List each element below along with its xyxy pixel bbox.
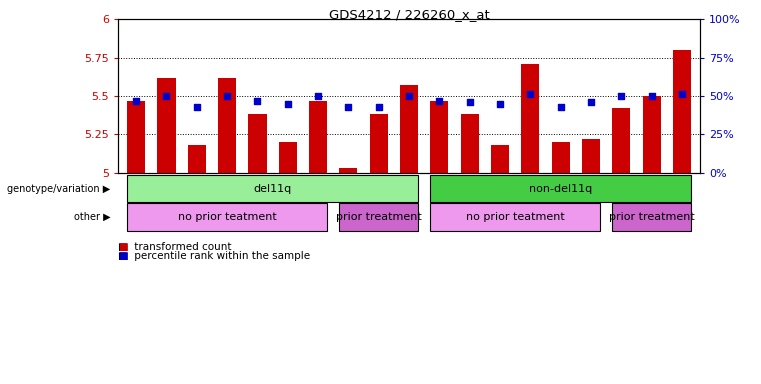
Bar: [188, 145, 206, 173]
Point: [645, 93, 658, 99]
Point: [524, 91, 537, 98]
Text: ■: ■: [118, 251, 128, 261]
Text: prior treatment: prior treatment: [609, 212, 695, 222]
Text: non-del11q: non-del11q: [529, 184, 592, 194]
Point: [251, 98, 263, 104]
Bar: [582, 139, 600, 173]
Text: del11q: del11q: [253, 184, 291, 194]
Text: ■  transformed count: ■ transformed count: [118, 242, 231, 252]
Text: ■  percentile rank within the sample: ■ percentile rank within the sample: [118, 251, 310, 261]
Point: [282, 101, 294, 107]
Point: [312, 93, 324, 99]
Bar: [339, 168, 358, 173]
Point: [676, 91, 688, 98]
Text: GDS4212 / 226260_x_at: GDS4212 / 226260_x_at: [329, 8, 489, 21]
Point: [433, 98, 445, 104]
Bar: [370, 114, 388, 173]
Bar: [400, 85, 418, 173]
Point: [463, 99, 476, 105]
Point: [615, 93, 627, 99]
Text: other ▶: other ▶: [74, 212, 110, 222]
Point: [161, 93, 173, 99]
Bar: [158, 78, 176, 173]
Bar: [612, 108, 630, 173]
Bar: [279, 142, 297, 173]
Bar: [218, 78, 236, 173]
Text: prior treatment: prior treatment: [336, 212, 422, 222]
Point: [130, 98, 142, 104]
Point: [373, 104, 385, 110]
Bar: [430, 101, 448, 173]
Point: [403, 93, 415, 99]
Bar: [552, 142, 570, 173]
Point: [585, 99, 597, 105]
Point: [221, 93, 233, 99]
Text: genotype/variation ▶: genotype/variation ▶: [7, 184, 110, 194]
Text: no prior teatment: no prior teatment: [466, 212, 565, 222]
Point: [555, 104, 567, 110]
Text: ■: ■: [118, 242, 128, 252]
Point: [342, 104, 355, 110]
Bar: [521, 64, 540, 173]
Bar: [642, 96, 661, 173]
Bar: [248, 114, 266, 173]
Bar: [309, 101, 327, 173]
Bar: [127, 101, 145, 173]
Point: [191, 104, 203, 110]
Text: no prior teatment: no prior teatment: [178, 212, 276, 222]
Bar: [460, 114, 479, 173]
Bar: [673, 50, 691, 173]
Point: [494, 101, 506, 107]
Bar: [491, 145, 509, 173]
